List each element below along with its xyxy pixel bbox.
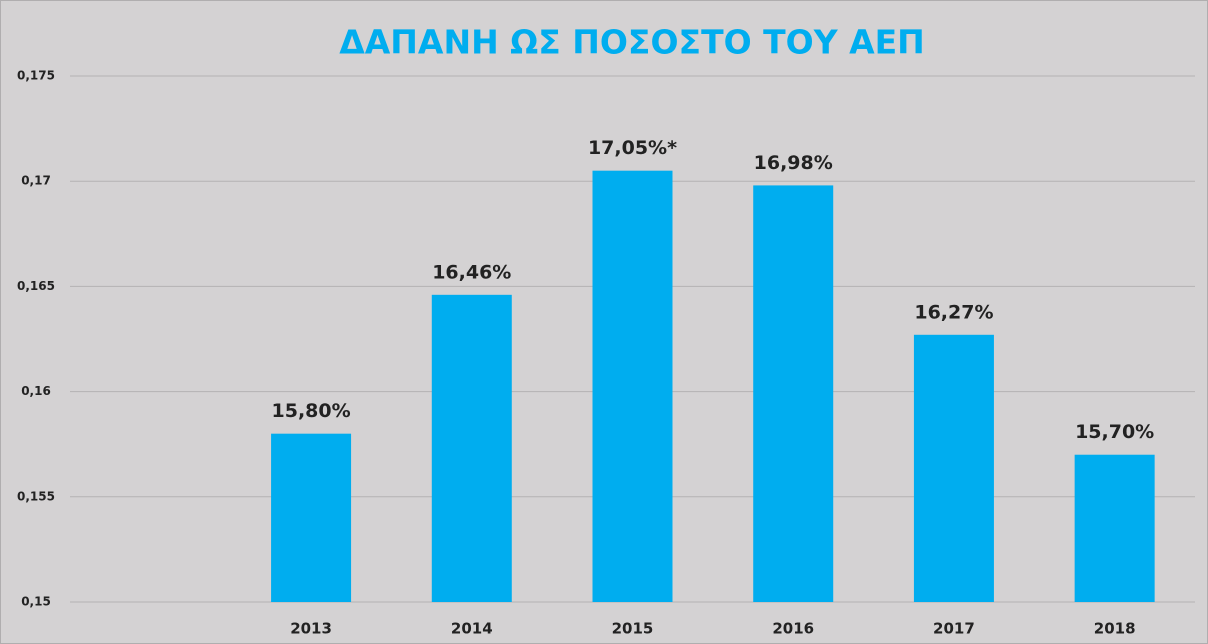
bar xyxy=(1074,454,1155,602)
bar xyxy=(271,433,352,602)
y-tick-label: 0,165 xyxy=(17,279,55,293)
value-label: 16,46% xyxy=(432,261,511,283)
y-tick-label: 0,17 xyxy=(21,174,51,188)
chart-title: ΔΑΠΑΝΗ ΩΣ ΠΟΣΟΣΤΟ ΤΟΥ ΑΕΠ xyxy=(339,23,925,62)
x-tick-label: 2015 xyxy=(612,620,654,638)
x-tick-label: 2013 xyxy=(290,620,332,638)
value-label: 16,98% xyxy=(754,152,833,174)
x-tick-label: 2014 xyxy=(451,620,493,638)
value-label: 16,27% xyxy=(914,301,993,323)
x-tick-label: 2017 xyxy=(933,620,975,638)
bar xyxy=(753,185,834,602)
value-label: 15,80% xyxy=(272,400,351,422)
y-tick-label: 0,15 xyxy=(21,595,51,609)
y-tick-label: 0,175 xyxy=(17,69,55,83)
bar xyxy=(431,294,512,602)
bar xyxy=(913,334,994,602)
x-tick-label: 2016 xyxy=(772,620,814,638)
x-tick-label: 2018 xyxy=(1094,620,1136,638)
value-label: 15,70% xyxy=(1075,421,1154,443)
bar xyxy=(592,170,673,602)
value-label: 17,05%* xyxy=(588,137,677,159)
y-tick-label: 0,16 xyxy=(21,384,51,398)
y-tick-label: 0,155 xyxy=(17,489,55,503)
